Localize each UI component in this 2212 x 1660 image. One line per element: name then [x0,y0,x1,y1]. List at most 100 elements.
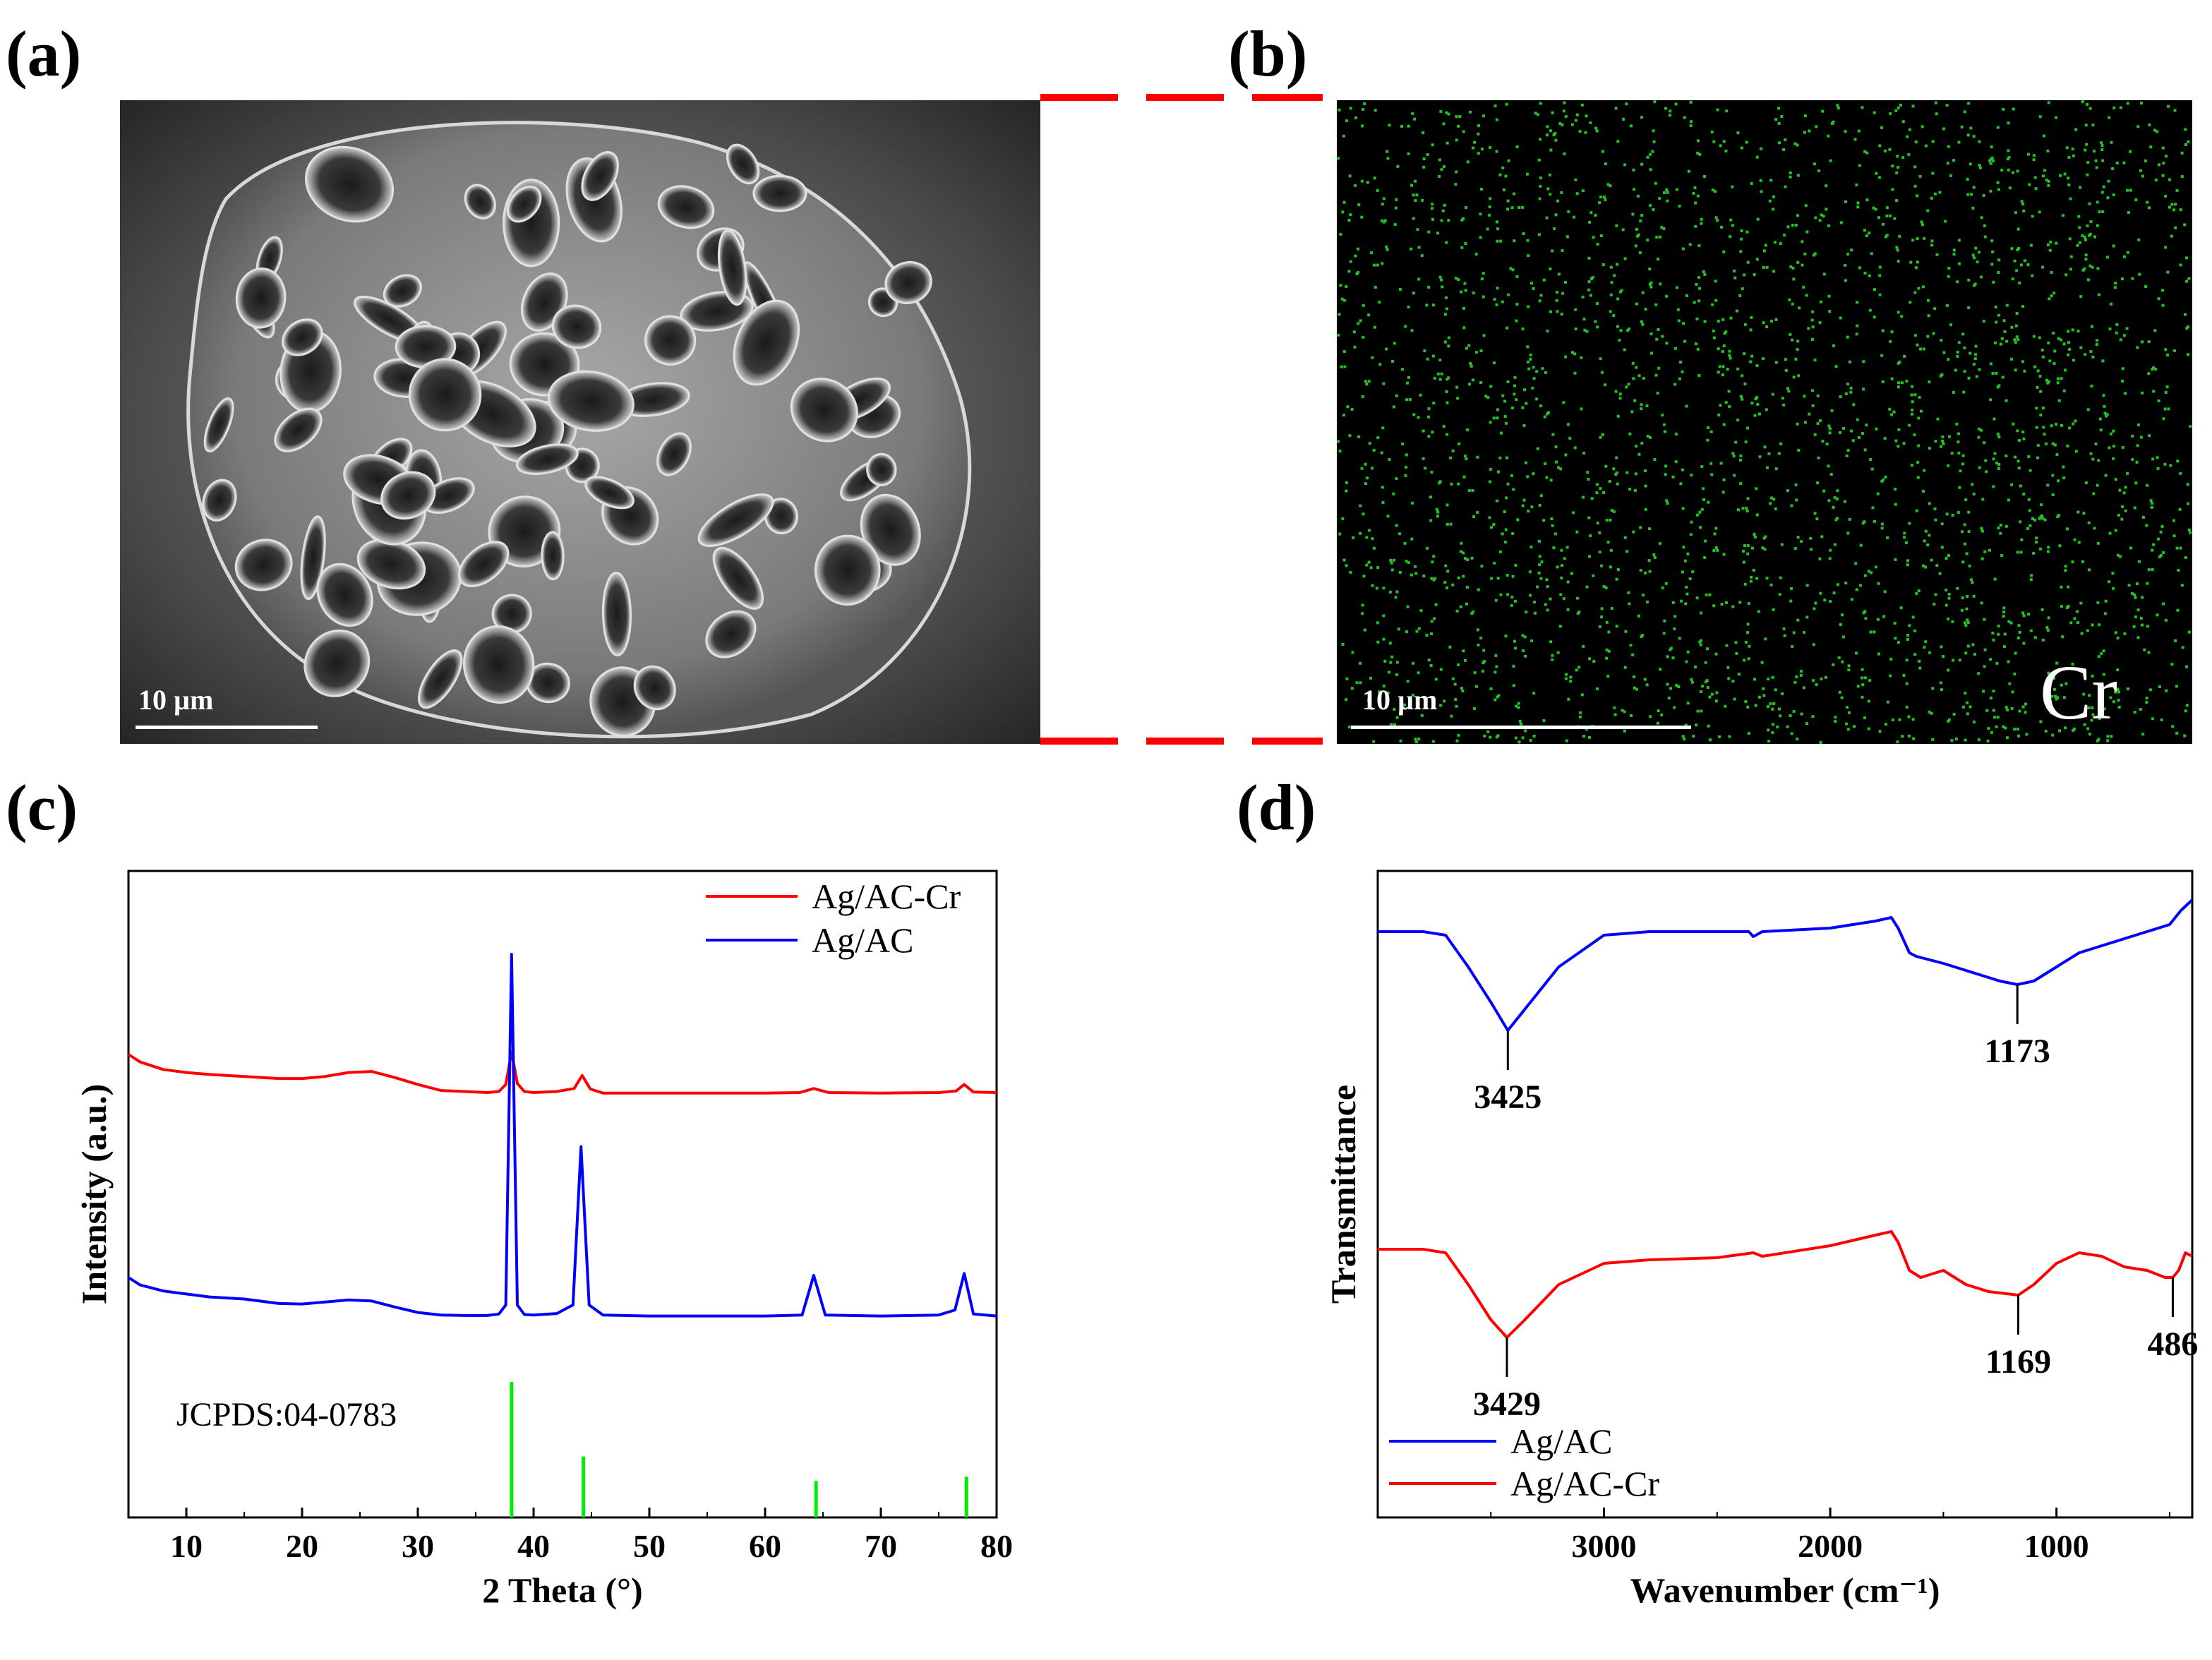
eds-dot [1786,225,1790,229]
eds-dot [1870,467,1874,471]
eds-dot [1944,219,1947,223]
eds-dot [2106,739,2110,742]
eds-dot [1438,275,1442,279]
eds-dot [1561,564,1564,567]
eds-dot [1850,429,1853,433]
eds-dot [2136,346,2139,349]
eds-dot [1512,488,1515,491]
eds-dot [2017,438,2021,442]
eds-dot [1958,658,1961,662]
eds-dot [1494,654,1498,657]
eds-dot [1430,632,1433,636]
eds-dot [1463,282,1467,285]
eds-dot [1623,348,1626,351]
eds-dot [1610,509,1613,512]
eds-dot [1994,306,1997,309]
eds-dot [1868,308,1872,312]
eds-dot [1362,303,1365,307]
eds-dot [1975,375,1978,378]
eds-dot [2078,241,2081,244]
eds-dot [1857,436,1861,440]
eds-dot [1538,539,1541,543]
eds-dot [1724,704,1727,708]
eds-dot [1793,142,1797,145]
eds-dot [2031,215,2034,218]
eds-dot [2002,107,2005,111]
eds-dot [2081,268,2085,272]
eds-dot [1709,738,1712,742]
eds-dot [1779,576,1782,579]
eds-dot [2011,277,2014,281]
eds-dot [1373,263,1376,267]
eds-dot [1789,332,1792,336]
eds-dot [2012,422,2015,426]
eds-dot [1757,610,1760,613]
eds-dot [1533,601,1537,604]
eds-dot [1985,470,1988,474]
eds-dot [1805,615,1809,619]
eds-dot [1349,213,1352,217]
eds-dot [1873,111,1876,114]
eds-dot [1863,271,1867,275]
eds-dot [1573,352,1577,356]
eds-dot [1532,692,1536,695]
eds-dot [2035,407,2038,410]
eds-dot [2042,174,2045,178]
eds-dot [1792,277,1796,281]
eds-dot [1739,454,1743,457]
eds-dot [2014,324,2018,327]
eds-dot [2133,506,2136,510]
eds-dot [1711,303,1714,306]
eds-dot [1546,330,1549,333]
eds-dot [1774,688,1777,692]
eds-dot [1545,578,1549,582]
eds-dot [1515,319,1518,323]
eds-dot [1386,515,1390,518]
eds-dot [2086,161,2090,164]
eds-dot [1628,432,1632,435]
eds-dot [1360,215,1364,219]
eds-dot [1770,496,1774,500]
eds-dot [1789,175,1792,179]
eds-dot [1829,159,1832,162]
eds-dot [2036,456,2040,459]
eds-dot [2186,353,2189,356]
eds-dot [1513,375,1517,379]
eds-dot [2093,235,2097,239]
eds-dot [2033,176,2037,179]
eds-dot [1961,454,1965,457]
eds-dot [1811,337,1815,341]
eds-dot [1745,140,1748,144]
eds-dot [1993,716,1997,719]
eds-dot [1445,433,1449,436]
eds-dot [1545,216,1549,219]
eds-dot [1789,265,1793,268]
eds-dot [1990,239,1994,243]
eds-dot [2105,255,2109,259]
eds-dot [1980,216,1983,219]
eds-dot [1773,241,1777,244]
eds-dot [1652,140,1656,143]
eds-dot [1565,673,1568,676]
eds-dot [1649,715,1652,718]
peak-label: 486 [2147,1325,2198,1363]
eds-dot [1341,517,1345,520]
eds-dot [2091,623,2094,627]
eds-dot [1978,140,1981,143]
eds-dot [1455,385,1459,389]
eds-dot [1489,735,1492,739]
eds-dot [1827,424,1831,428]
eds-dot [1655,235,1659,239]
eds-dot [1581,495,1585,499]
eds-dot [1947,596,1951,600]
eds-dot [2067,585,2070,589]
eds-dot [1492,416,1496,420]
eds-dot [1818,219,1822,222]
eds-dot [1405,398,1409,402]
eds-dot [1992,709,1995,712]
eds-dot [1438,359,1442,362]
eds-dot [1367,313,1371,317]
eds-dot [2028,524,2032,527]
eds-dot [1714,546,1718,549]
eds-dot [1451,583,1455,587]
